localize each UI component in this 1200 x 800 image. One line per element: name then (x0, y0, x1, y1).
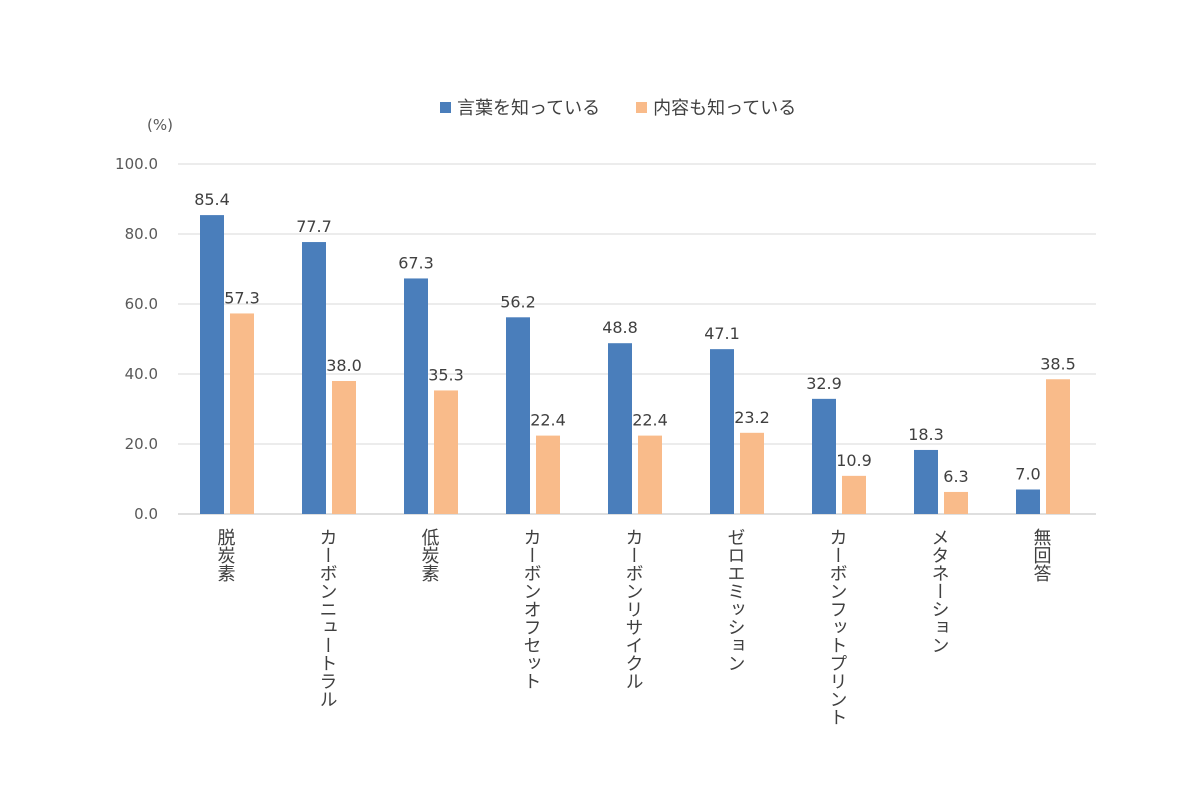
x-tick-label: ゼロエミッション (725, 528, 746, 672)
data-label: 32.9 (806, 374, 842, 393)
bar-series-2 (230, 313, 254, 514)
data-label: 47.1 (704, 324, 740, 343)
y-axis-unit: (%) (147, 116, 173, 134)
bar-series-2 (638, 435, 662, 514)
bar-series-1 (506, 317, 530, 514)
legend-item-series-1: 言葉を知っている (440, 94, 600, 120)
bar-series-1 (200, 215, 224, 514)
bar-series-2 (536, 435, 560, 514)
bar-series-1 (710, 349, 734, 514)
data-label: 67.3 (398, 253, 434, 272)
data-label: 23.2 (734, 408, 770, 427)
x-tick-label: カーボンリサイクル (623, 528, 644, 690)
data-label: 85.4 (194, 190, 230, 209)
data-label: 22.4 (530, 411, 566, 430)
data-label: 77.7 (296, 217, 332, 236)
x-tick-label: メタネーション (929, 528, 950, 654)
bar-series-2 (1046, 379, 1070, 514)
data-label: 38.5 (1040, 354, 1076, 373)
x-tick-label: 無回答 (1031, 528, 1052, 582)
legend: 言葉を知っている 内容も知っている (440, 94, 796, 120)
data-label: 18.3 (908, 425, 944, 444)
x-tick-label: カーボンニュートラル (317, 528, 338, 708)
legend-swatch-series-2 (636, 101, 648, 113)
x-tick-label: カーボンフットプリント (827, 528, 848, 726)
bar-series-2 (332, 381, 356, 514)
y-tick-label: 60.0 (125, 295, 158, 313)
data-label: 38.0 (326, 356, 362, 375)
bar-series-1 (608, 343, 632, 514)
legend-label-series-1: 言葉を知っている (457, 98, 601, 119)
y-tick-label: 40.0 (125, 365, 158, 383)
data-label: 57.3 (224, 288, 260, 307)
bar-series-2 (944, 491, 968, 514)
data-label: 35.3 (428, 365, 464, 384)
y-tick-label: 80.0 (125, 225, 158, 243)
bar-series-1 (812, 398, 836, 514)
data-label: 56.2 (500, 292, 536, 311)
data-label: 22.4 (632, 411, 668, 430)
x-tick-label: カーボンオフセット (521, 528, 542, 690)
bar-series-2 (842, 475, 866, 514)
bar-series-2 (434, 390, 458, 514)
x-tick-label: 低炭素 (419, 528, 440, 582)
data-label: 10.9 (836, 451, 872, 470)
y-tick-label: 100.0 (115, 155, 158, 173)
bar-series-2 (740, 432, 764, 514)
data-label: 6.3 (943, 467, 968, 486)
y-tick-label: 20.0 (125, 435, 158, 453)
y-tick-label: 0.0 (134, 505, 158, 523)
legend-swatch-series-1 (440, 101, 451, 113)
bar-series-1 (302, 242, 326, 515)
bar-series-1 (914, 449, 938, 514)
x-tick-label: 脱炭素 (215, 528, 236, 582)
data-label: 7.0 (1015, 465, 1040, 484)
data-label: 48.8 (602, 318, 638, 337)
legend-item-series-2: 内容も知っている (636, 94, 796, 120)
bar-series-1 (404, 278, 428, 514)
bar-series-1 (1016, 489, 1040, 514)
legend-label-series-2: 内容も知っている (653, 98, 797, 119)
